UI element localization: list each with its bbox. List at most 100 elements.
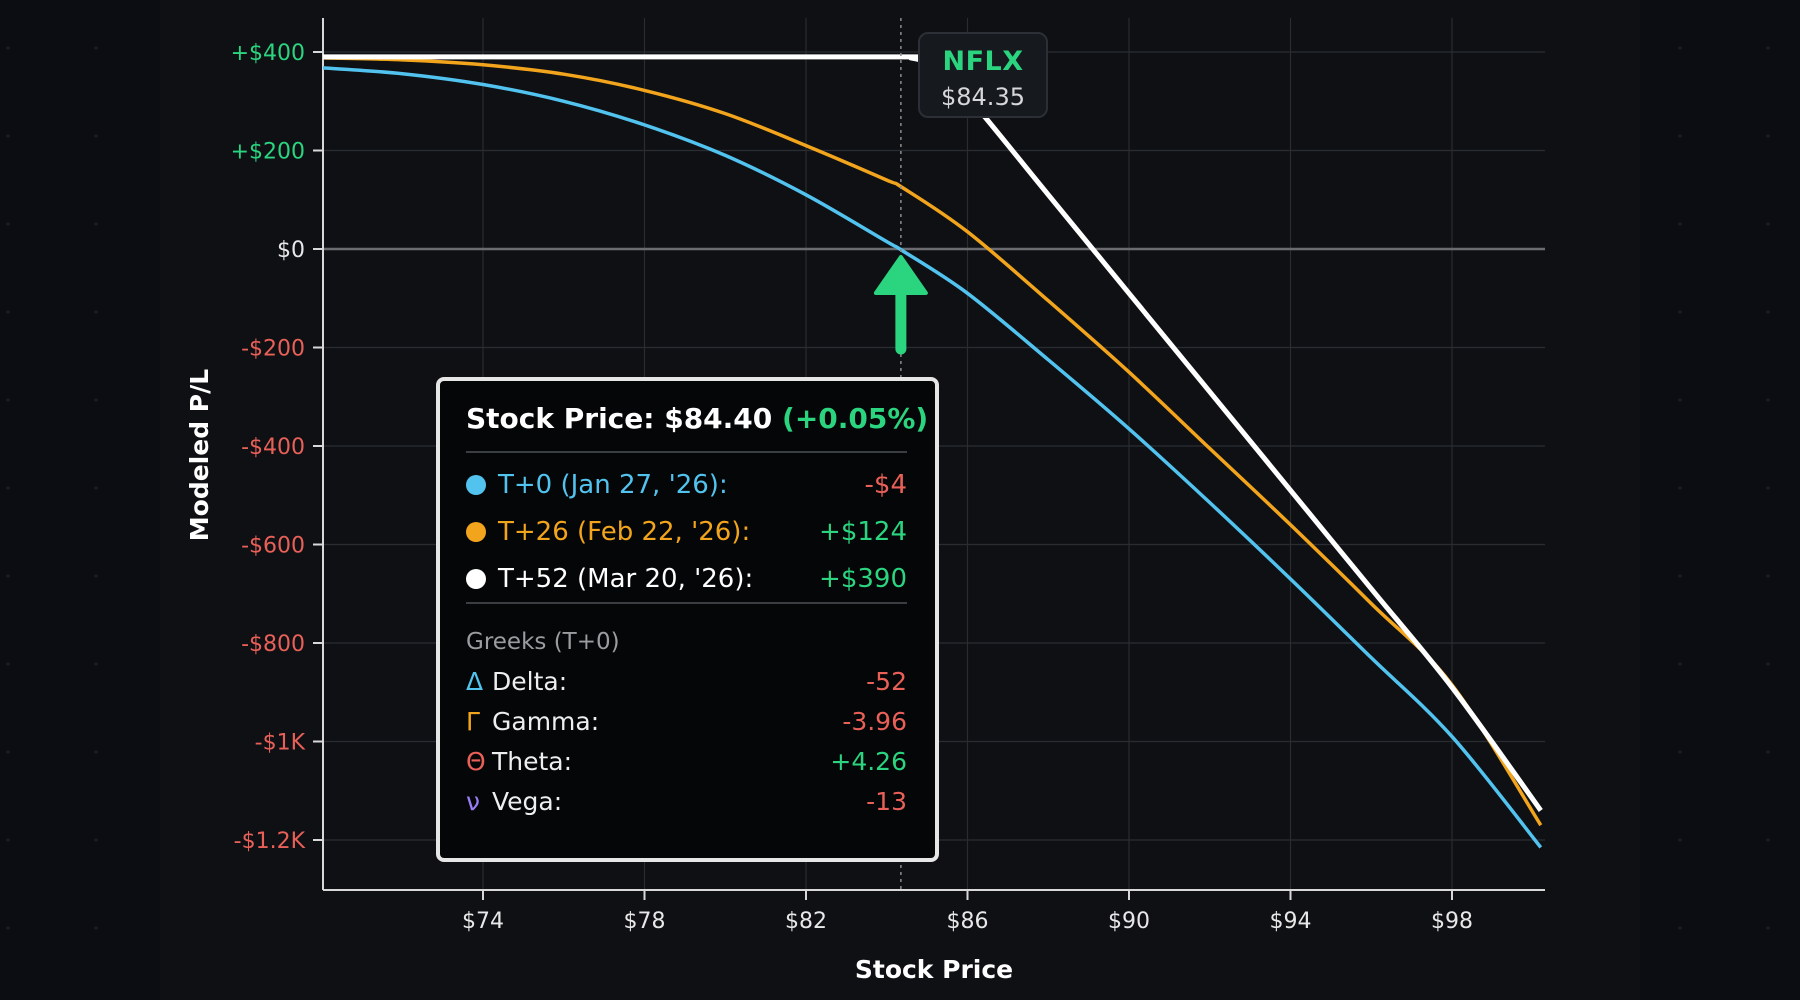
bg-dot [6, 662, 10, 666]
x-axis-title: Stock Price [855, 955, 1013, 984]
x-tick-label: $78 [624, 909, 666, 934]
tooltip-header: Stock Price: $84.40 (+0.05%) [466, 381, 928, 453]
bg-dot [1678, 486, 1682, 490]
bg-dot [1678, 838, 1682, 842]
bg-dot [6, 222, 10, 226]
bg-dot [6, 486, 10, 490]
tooltip-price: $84.40 [664, 402, 773, 435]
tooltip-series-list: T+0 (Jan 27, '26): -$4 T+26 (Feb 22, '26… [466, 453, 907, 604]
bg-dot [94, 310, 98, 314]
y-tick-label: +$200 [231, 140, 305, 165]
ticker-marker-label: NFLX $84.35 [918, 32, 1048, 118]
greek-row-theta: Θ Theta: +4.26 [466, 742, 907, 782]
vega-icon: ν [466, 787, 480, 816]
bg-dot [1766, 310, 1770, 314]
ticker-price: $84.35 [941, 83, 1025, 111]
series-dot-icon [466, 474, 486, 495]
bg-dot [94, 222, 98, 226]
arrow-up-icon [873, 255, 928, 295]
y-tick-label: $0 [277, 238, 305, 263]
x-tick-label: $74 [462, 909, 504, 934]
y-tick-label: -$1.2K [234, 829, 306, 854]
y-tick-label: -$800 [241, 632, 305, 657]
bg-dot [94, 398, 98, 402]
gamma-icon: Γ [466, 707, 480, 736]
bg-dot [6, 838, 10, 842]
bg-dot [94, 926, 98, 930]
bg-dot [1766, 926, 1770, 930]
tooltip-series-row: T+26 (Feb 22, '26): +$124 [466, 508, 907, 555]
x-tick-label: $94 [1270, 909, 1312, 934]
greek-row-delta: Δ Delta: -52 [466, 662, 907, 702]
tooltip-series-label: T+52 (Mar 20, '26): [498, 563, 754, 594]
greek-name: Gamma: [492, 707, 600, 736]
bg-dot [6, 134, 10, 138]
bg-dot [1766, 838, 1770, 842]
greek-value: -52 [866, 667, 907, 696]
bg-dot [94, 46, 98, 50]
series-dot-icon [466, 521, 486, 542]
series-dot-icon [466, 568, 486, 589]
bg-dot [6, 926, 10, 930]
bg-dot [1678, 398, 1682, 402]
series-t26-line [323, 56, 1543, 827]
bg-dot [94, 838, 98, 842]
bg-dot [6, 574, 10, 578]
greeks-title: Greeks (T+0) [466, 629, 620, 655]
bg-dot [1678, 574, 1682, 578]
greek-value: -13 [866, 787, 907, 816]
bg-dot [1678, 222, 1682, 226]
series-t52-line [323, 54, 1543, 812]
bg-dot [6, 398, 10, 402]
greek-name: Theta: [492, 747, 573, 776]
greek-name: Delta: [492, 667, 568, 696]
bg-dot [1678, 926, 1682, 930]
ticker-symbol: NFLX [942, 46, 1024, 77]
tooltip-series-row: T+0 (Jan 27, '26): -$4 [466, 461, 907, 508]
y-tick-label: -$1K [255, 731, 306, 756]
bg-dot [1766, 46, 1770, 50]
tooltip-series-value: +$390 [819, 563, 907, 594]
bg-dot [1766, 398, 1770, 402]
bg-dot [1766, 486, 1770, 490]
tooltip-series-value: +$124 [819, 516, 907, 547]
bg-dot [94, 750, 98, 754]
y-tick-label: -$200 [241, 337, 305, 362]
x-tick-label: $90 [1108, 909, 1150, 934]
bg-dot [1766, 574, 1770, 578]
tooltip-series-row: T+52 (Mar 20, '26): +$390 [466, 555, 907, 602]
bg-dot [1678, 310, 1682, 314]
greek-row-vega: ν Vega: -13 [466, 782, 907, 822]
y-tick-label: -$600 [241, 534, 305, 559]
tooltip-price-label: Stock Price: [466, 402, 655, 435]
hover-tooltip: Stock Price: $84.40 (+0.05%) T+0 (Jan 27… [436, 377, 939, 862]
y-tick-label: -$400 [241, 435, 305, 460]
bg-dot [1678, 134, 1682, 138]
y-tick-label: +$400 [231, 41, 305, 66]
greek-value: -3.96 [842, 707, 907, 736]
greek-row-gamma: Γ Gamma: -3.96 [466, 702, 907, 742]
greek-value: +4.26 [830, 747, 907, 776]
bg-dot [6, 310, 10, 314]
bg-dot [6, 46, 10, 50]
y-axis-title: Modeled P/L [185, 369, 214, 541]
tooltip-series-value: -$4 [864, 469, 907, 500]
bg-dot [1678, 662, 1682, 666]
bg-dot [94, 662, 98, 666]
bg-dot [1678, 46, 1682, 50]
delta-icon: Δ [466, 667, 484, 696]
theta-icon: Θ [466, 747, 486, 776]
tooltip-change: (+0.05%) [782, 402, 929, 435]
bg-dot [1766, 222, 1770, 226]
bg-dot [94, 134, 98, 138]
bg-dot [1766, 134, 1770, 138]
bg-dot [6, 750, 10, 754]
bg-dot [1766, 750, 1770, 754]
tooltip-series-label: T+0 (Jan 27, '26): [498, 469, 728, 500]
greek-name: Vega: [492, 787, 563, 816]
tooltip-series-label: T+26 (Feb 22, '26): [498, 516, 751, 547]
x-tick-label: $98 [1431, 909, 1473, 934]
x-tick-label: $82 [785, 909, 827, 934]
bg-dot [94, 574, 98, 578]
bg-dot [1678, 750, 1682, 754]
